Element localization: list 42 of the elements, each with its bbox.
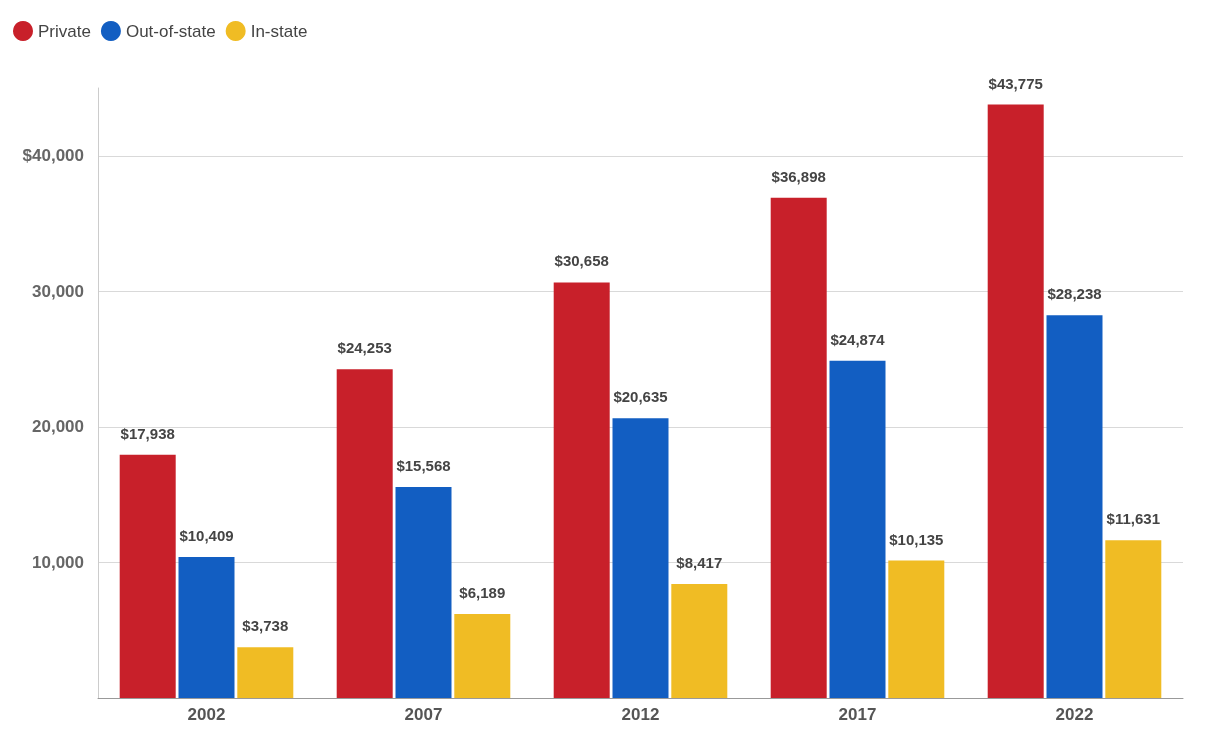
bar xyxy=(237,647,294,698)
data-label: $3,738 xyxy=(242,617,289,635)
data-label: $17,938 xyxy=(120,424,175,442)
data-label: $10,135 xyxy=(889,530,944,548)
y-tick-label: 30,000 xyxy=(32,281,84,301)
legend-label: Private xyxy=(38,21,91,41)
data-label: $10,409 xyxy=(179,526,234,544)
x-tick-label: 2022 xyxy=(1055,705,1094,724)
bar xyxy=(1046,315,1103,698)
legend-label: Out-of-state xyxy=(125,21,216,41)
bar xyxy=(395,486,452,698)
bar xyxy=(612,418,669,698)
data-label: $28,238 xyxy=(1047,285,1102,303)
bar xyxy=(454,614,511,698)
data-label: $8,417 xyxy=(676,553,723,571)
bar xyxy=(1105,540,1162,698)
data-label: $24,253 xyxy=(337,339,392,357)
data-label: $36,898 xyxy=(771,167,826,185)
bar xyxy=(770,197,827,698)
x-tick-label: 2012 xyxy=(621,705,660,724)
y-tick-label: 10,000 xyxy=(32,552,84,572)
x-tick-label: 2017 xyxy=(838,705,877,724)
data-label: $20,635 xyxy=(613,388,668,406)
data-label: $11,631 xyxy=(1106,510,1160,528)
legend-label: In-state xyxy=(250,21,308,41)
bar xyxy=(829,360,886,698)
data-label: $43,775 xyxy=(988,74,1043,92)
data-label: $15,568 xyxy=(396,456,451,474)
y-tick-label: $40,000 xyxy=(22,146,84,166)
y-tick-label: 20,000 xyxy=(32,417,84,437)
bar xyxy=(553,282,610,698)
bar xyxy=(119,454,176,698)
data-label: $6,189 xyxy=(459,584,506,602)
bar xyxy=(888,560,945,698)
data-label: $24,874 xyxy=(830,330,886,348)
bar xyxy=(671,583,728,698)
x-tick-label: 2002 xyxy=(187,705,226,724)
bar xyxy=(336,369,393,698)
x-tick-label: 2007 xyxy=(404,705,443,724)
data-label: $30,658 xyxy=(554,252,609,270)
bar xyxy=(987,104,1044,698)
bar xyxy=(178,556,235,698)
